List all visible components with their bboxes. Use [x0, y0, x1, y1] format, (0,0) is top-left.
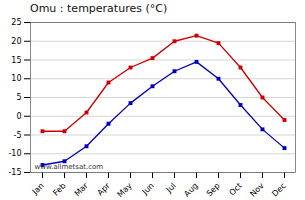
- svg-text:Dec: Dec: [270, 181, 287, 198]
- svg-text:Jul: Jul: [164, 181, 178, 195]
- svg-text:Oct: Oct: [228, 181, 244, 197]
- svg-text:-5: -5: [14, 131, 22, 140]
- svg-text:May: May: [116, 181, 134, 199]
- svg-text:Sep: Sep: [205, 181, 222, 198]
- svg-text:-15: -15: [8, 168, 21, 177]
- svg-text:Aug: Aug: [182, 181, 199, 198]
- svg-text:Jan: Jan: [30, 181, 46, 197]
- svg-text:Nov: Nov: [248, 181, 266, 199]
- svg-text:20: 20: [11, 37, 21, 46]
- html-text:Omu : temperatures (°C): Omu : temperatures (°C): [30, 2, 168, 15]
- svg-text:5: 5: [16, 93, 21, 102]
- svg-text:Feb: Feb: [51, 181, 67, 197]
- svg-text:Mar: Mar: [73, 181, 91, 199]
- svg-text:Apr: Apr: [96, 181, 113, 198]
- svg-text:-10: -10: [8, 149, 21, 158]
- svg-text:Jun: Jun: [140, 181, 156, 197]
- svg-text:15: 15: [11, 56, 21, 65]
- svg-text:10: 10: [11, 74, 21, 83]
- svg-text:www.allmetsat.com: www.allmetsat.com: [35, 163, 104, 171]
- svg-text:25: 25: [11, 18, 21, 27]
- svg-text:0: 0: [16, 112, 21, 121]
